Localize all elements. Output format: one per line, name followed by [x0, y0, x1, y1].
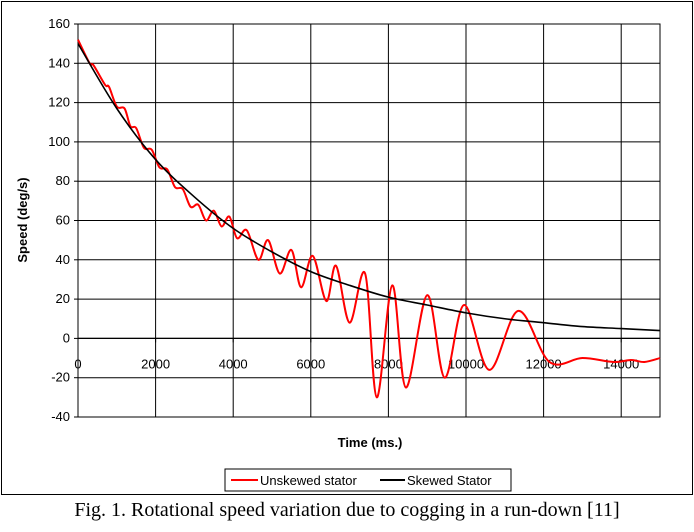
- legend-label-unskewed: Unskewed stator: [260, 473, 357, 488]
- y-tick-label: 80: [56, 173, 70, 188]
- grid: [77, 23, 661, 418]
- figure-caption: Fig. 1. Rotational speed variation due t…: [74, 499, 620, 521]
- y-axis-label: Speed (deg/s): [15, 177, 30, 262]
- series-skewed-stator: [77, 43, 661, 332]
- x-tick-label: 4000: [219, 356, 248, 371]
- x-tick-label: 2000: [141, 356, 170, 371]
- y-tick-label: 140: [48, 55, 70, 70]
- legend-box: [224, 468, 512, 492]
- series-unskewed-stator: [77, 39, 661, 399]
- x-tick-label: 12000: [526, 356, 562, 371]
- legend-label-skewed: Skewed Stator: [407, 473, 492, 488]
- y-tick-label: 20: [56, 291, 70, 306]
- axes: -40 -20 0 20 40 60 80 100 120 140 160 0 2000 4000 6000…: [48, 16, 660, 424]
- y-tick-label: 40: [56, 252, 70, 267]
- x-tick-label: 14000: [603, 356, 639, 371]
- y-tick-label: 60: [56, 213, 70, 228]
- series-layer: [77, 39, 661, 399]
- x-tick-label: 0: [74, 356, 81, 371]
- x-tick-label: 6000: [296, 356, 325, 371]
- y-tick-label: 100: [48, 134, 70, 149]
- chart: -40 -20 0 20 40 60 80 100 120 140 160 0 2000 4000 6000…: [15, 16, 661, 492]
- y-tick-label: 0: [63, 330, 70, 345]
- x-tick-label: 8000: [374, 356, 403, 371]
- legend: Unskewed stator Skewed Stator: [224, 468, 512, 492]
- chart-frame: [1, 1, 693, 495]
- y-tick-label: -40: [51, 409, 70, 424]
- y-tick-label: -20: [51, 370, 70, 385]
- x-tick-label: 10000: [448, 356, 484, 371]
- y-tick-label: 120: [48, 95, 70, 110]
- y-tick-label: 160: [48, 16, 70, 31]
- x-axis-label: Time (ms.): [338, 435, 403, 450]
